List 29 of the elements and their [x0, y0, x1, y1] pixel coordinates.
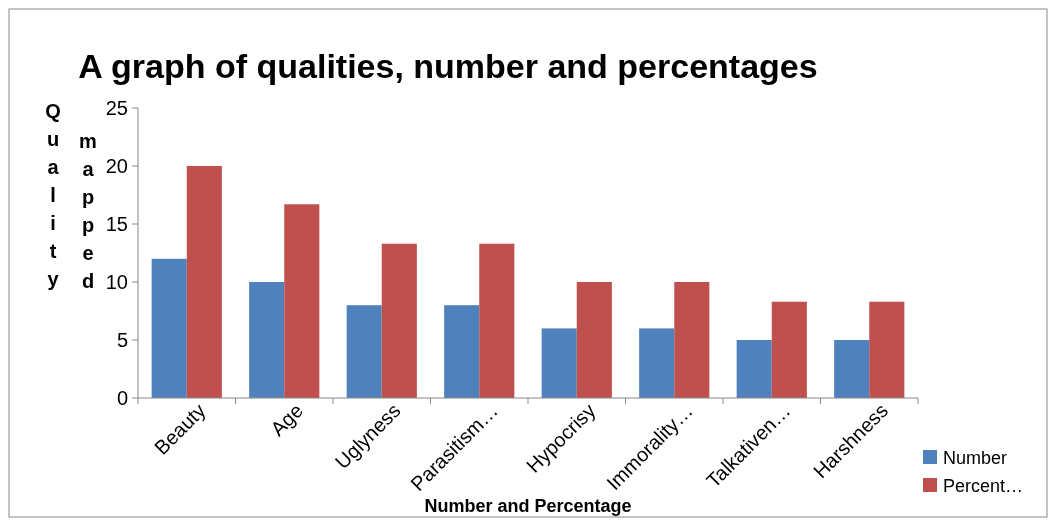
y-axis-title: Quality [45, 100, 61, 290]
y-tick-label: 15 [105, 213, 128, 235]
text: mapped [79, 130, 97, 292]
y-tick-label: 0 [116, 387, 128, 409]
bar [346, 305, 382, 398]
bar [834, 340, 870, 398]
legend-label: Number [943, 448, 1008, 469]
bar [151, 258, 187, 398]
y-tick-label: 5 [116, 329, 128, 351]
y-tick-label: 25 [105, 97, 128, 119]
bar [479, 243, 515, 398]
bar [186, 166, 222, 398]
bar [284, 204, 320, 398]
y-tick-label: 10 [105, 271, 128, 293]
x-axis-title: Number and Percentage [424, 496, 632, 516]
bar [736, 340, 772, 398]
bar [674, 282, 710, 398]
bar [576, 282, 612, 398]
bar [541, 328, 577, 398]
bar [869, 301, 905, 398]
y-tick-label: 20 [105, 155, 128, 177]
chart-title: A graph of qualities, number and percentages [78, 47, 818, 85]
bar [444, 305, 480, 398]
bar [639, 328, 675, 398]
bar [771, 301, 807, 398]
legend-label: Percent… [943, 476, 1024, 497]
x-tick-label: Age [266, 399, 308, 440]
bar [381, 243, 417, 398]
bar [249, 282, 285, 398]
